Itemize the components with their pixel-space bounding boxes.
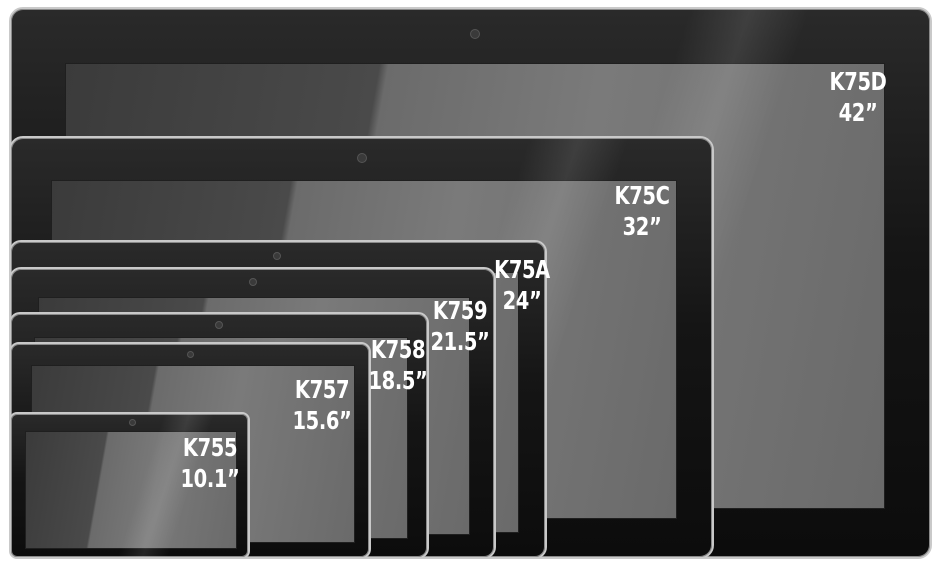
camera-icon: [273, 252, 281, 260]
camera-icon: [215, 321, 223, 329]
model-name: K755: [182, 433, 238, 462]
model-name: K758: [370, 335, 426, 364]
device-screen: [25, 431, 237, 549]
model-name: K757: [294, 375, 350, 404]
label-k757: K757 15.6”: [283, 374, 361, 436]
screen-size: 18.5”: [368, 366, 428, 395]
camera-icon: [129, 419, 136, 426]
label-k755: K755 10.1”: [171, 432, 249, 494]
label-k758: K758 18.5”: [359, 334, 437, 396]
camera-icon: [357, 153, 367, 163]
model-name: K75A: [494, 255, 550, 284]
camera-icon: [187, 351, 194, 358]
label-k75c: K75C 32”: [603, 180, 681, 242]
screen-size: 15.6”: [292, 406, 352, 435]
model-name: K75C: [614, 181, 670, 210]
screen-size: 32”: [622, 212, 662, 241]
screen-size: 42”: [838, 98, 878, 127]
label-k759: K759 21.5”: [421, 295, 499, 357]
camera-icon: [470, 29, 480, 39]
label-k75a: K75A 24”: [483, 254, 561, 316]
label-k75d: K75D 42”: [819, 66, 897, 128]
screen-size: 10.1”: [180, 464, 240, 493]
screen-size: 21.5”: [430, 327, 490, 356]
device-k755: [9, 412, 250, 559]
camera-icon: [249, 278, 257, 286]
screen-size: 24”: [502, 286, 542, 315]
model-name: K75D: [829, 67, 887, 96]
model-name: K759: [432, 296, 488, 325]
